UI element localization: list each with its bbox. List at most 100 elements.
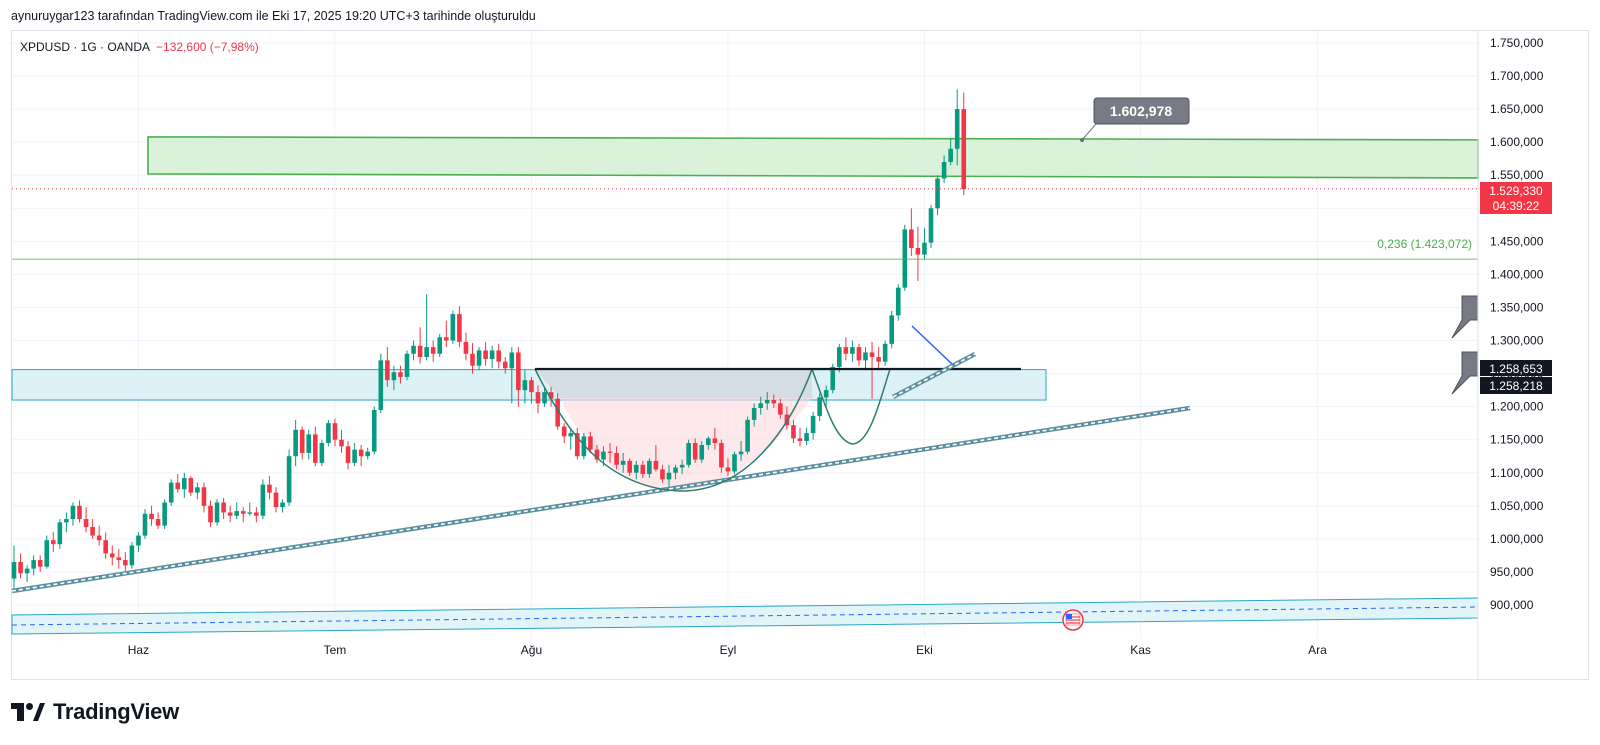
- chart-frame[interactable]: [11, 30, 1589, 680]
- current-price-tag-text: 1.529,330: [1489, 184, 1543, 198]
- candle-up: [706, 438, 711, 445]
- candle-up: [182, 478, 187, 490]
- x-tick-label: Tem: [324, 643, 347, 657]
- current-price-tag-bg: [1480, 182, 1552, 214]
- candle-down: [267, 484, 272, 493]
- candle-down: [332, 423, 338, 440]
- candle-down: [607, 451, 613, 453]
- candle-up: [686, 443, 691, 465]
- candle-down: [502, 361, 508, 369]
- candle-up: [391, 372, 397, 381]
- y-tick-label: 1.000,000: [1490, 532, 1544, 546]
- event-flag-icon: [1062, 609, 1084, 631]
- candle-down: [483, 350, 488, 360]
- y-tick-label: 950,000: [1490, 565, 1534, 579]
- candle-down: [529, 380, 534, 393]
- candle-up: [371, 409, 377, 452]
- candle-up: [928, 208, 934, 243]
- callout-pointer: [1081, 123, 1097, 141]
- candle-up: [699, 444, 705, 460]
- candle-down: [660, 469, 665, 480]
- callout-offscreen-1: [1451, 295, 1479, 339]
- candle-up: [234, 511, 239, 516]
- candle-down: [221, 502, 226, 513]
- candle-up: [601, 451, 606, 460]
- candle-down: [791, 425, 796, 439]
- neckline-price-tag-text: 1.258,653: [1489, 362, 1543, 376]
- y-tick-label: 900,000: [1490, 598, 1534, 612]
- candle-down: [627, 460, 632, 473]
- candle-up: [751, 407, 757, 420]
- candle-down: [725, 467, 731, 472]
- candle-up: [850, 347, 855, 354]
- overlay-layer: 0,236 (1.423,072) 1.602,978: [11, 97, 1479, 631]
- cup-body-fill: [560, 398, 812, 492]
- candle-down: [843, 347, 849, 354]
- y-tick-label: 1.650,000: [1490, 102, 1544, 116]
- resistance-zone: [147, 136, 1479, 179]
- candle-up: [31, 560, 36, 569]
- candle-up: [764, 400, 770, 404]
- candle-up: [679, 464, 685, 468]
- neckline-price-tag: 1.258,653: [1480, 360, 1552, 376]
- candle-up: [306, 434, 312, 453]
- y-tick-label: 1.200,000: [1490, 400, 1544, 414]
- candle-down: [470, 353, 475, 366]
- candle-down: [561, 426, 567, 437]
- candle-down: [188, 478, 194, 493]
- candle-down: [37, 560, 43, 567]
- candle-up: [522, 380, 528, 391]
- candle-up: [247, 512, 253, 514]
- candle-up: [195, 487, 200, 493]
- callout-offscreen-2: [1451, 351, 1479, 395]
- candle-down: [155, 519, 161, 526]
- y-tick-label: 1.300,000: [1490, 334, 1544, 348]
- candle-down: [398, 372, 403, 377]
- y-tick-label: 1.100,000: [1490, 466, 1544, 480]
- x-tick-label: Eki: [916, 643, 933, 657]
- candle-up: [70, 505, 76, 520]
- candle-down: [548, 392, 554, 399]
- price-callout: 1.602,978: [1080, 97, 1190, 142]
- candle-up: [941, 162, 947, 179]
- y-tick-label: 1.150,000: [1490, 433, 1544, 447]
- candle-up: [352, 449, 357, 463]
- candle-up: [673, 467, 678, 473]
- symbol-legend: XPDUSD · 1G · OANDA −132,600 (−7,98%): [20, 40, 259, 54]
- candle-up: [810, 415, 816, 434]
- wedge-line-bottom-inner: [892, 353, 976, 398]
- candle-up: [404, 353, 410, 377]
- y-tick-label: 1.450,000: [1490, 234, 1544, 248]
- y-tick-label: 1.050,000: [1490, 499, 1544, 513]
- candle-up: [581, 436, 587, 457]
- candle-down: [385, 360, 390, 381]
- candle-up: [378, 360, 384, 410]
- zone-layer: [11, 136, 1479, 635]
- candle-down: [588, 436, 593, 450]
- candle-down: [712, 438, 718, 444]
- candle-up: [280, 502, 285, 508]
- y-tick-label: 1.400,000: [1490, 267, 1544, 281]
- candle-down: [797, 438, 803, 442]
- candle-up: [758, 403, 763, 408]
- tradingview-wordmark: TradingView: [53, 699, 179, 724]
- candle-up: [817, 397, 822, 416]
- candle-up: [882, 343, 888, 362]
- candle-up: [424, 347, 429, 358]
- candle-up: [489, 350, 495, 360]
- flag-canton: [1066, 614, 1072, 619]
- candle-up: [863, 352, 868, 361]
- candle-up: [745, 419, 750, 452]
- wedge-line-top: [911, 325, 953, 365]
- candle-down: [535, 392, 541, 404]
- candle-up: [738, 451, 744, 455]
- support-price-tag-bg: [1480, 377, 1552, 394]
- candle-up: [830, 366, 836, 391]
- candle-down: [18, 562, 23, 574]
- candle-down: [457, 314, 462, 342]
- candle-down: [575, 433, 580, 457]
- tradingview-logo[interactable]: TradingView: [11, 699, 179, 725]
- candle-up: [326, 423, 331, 444]
